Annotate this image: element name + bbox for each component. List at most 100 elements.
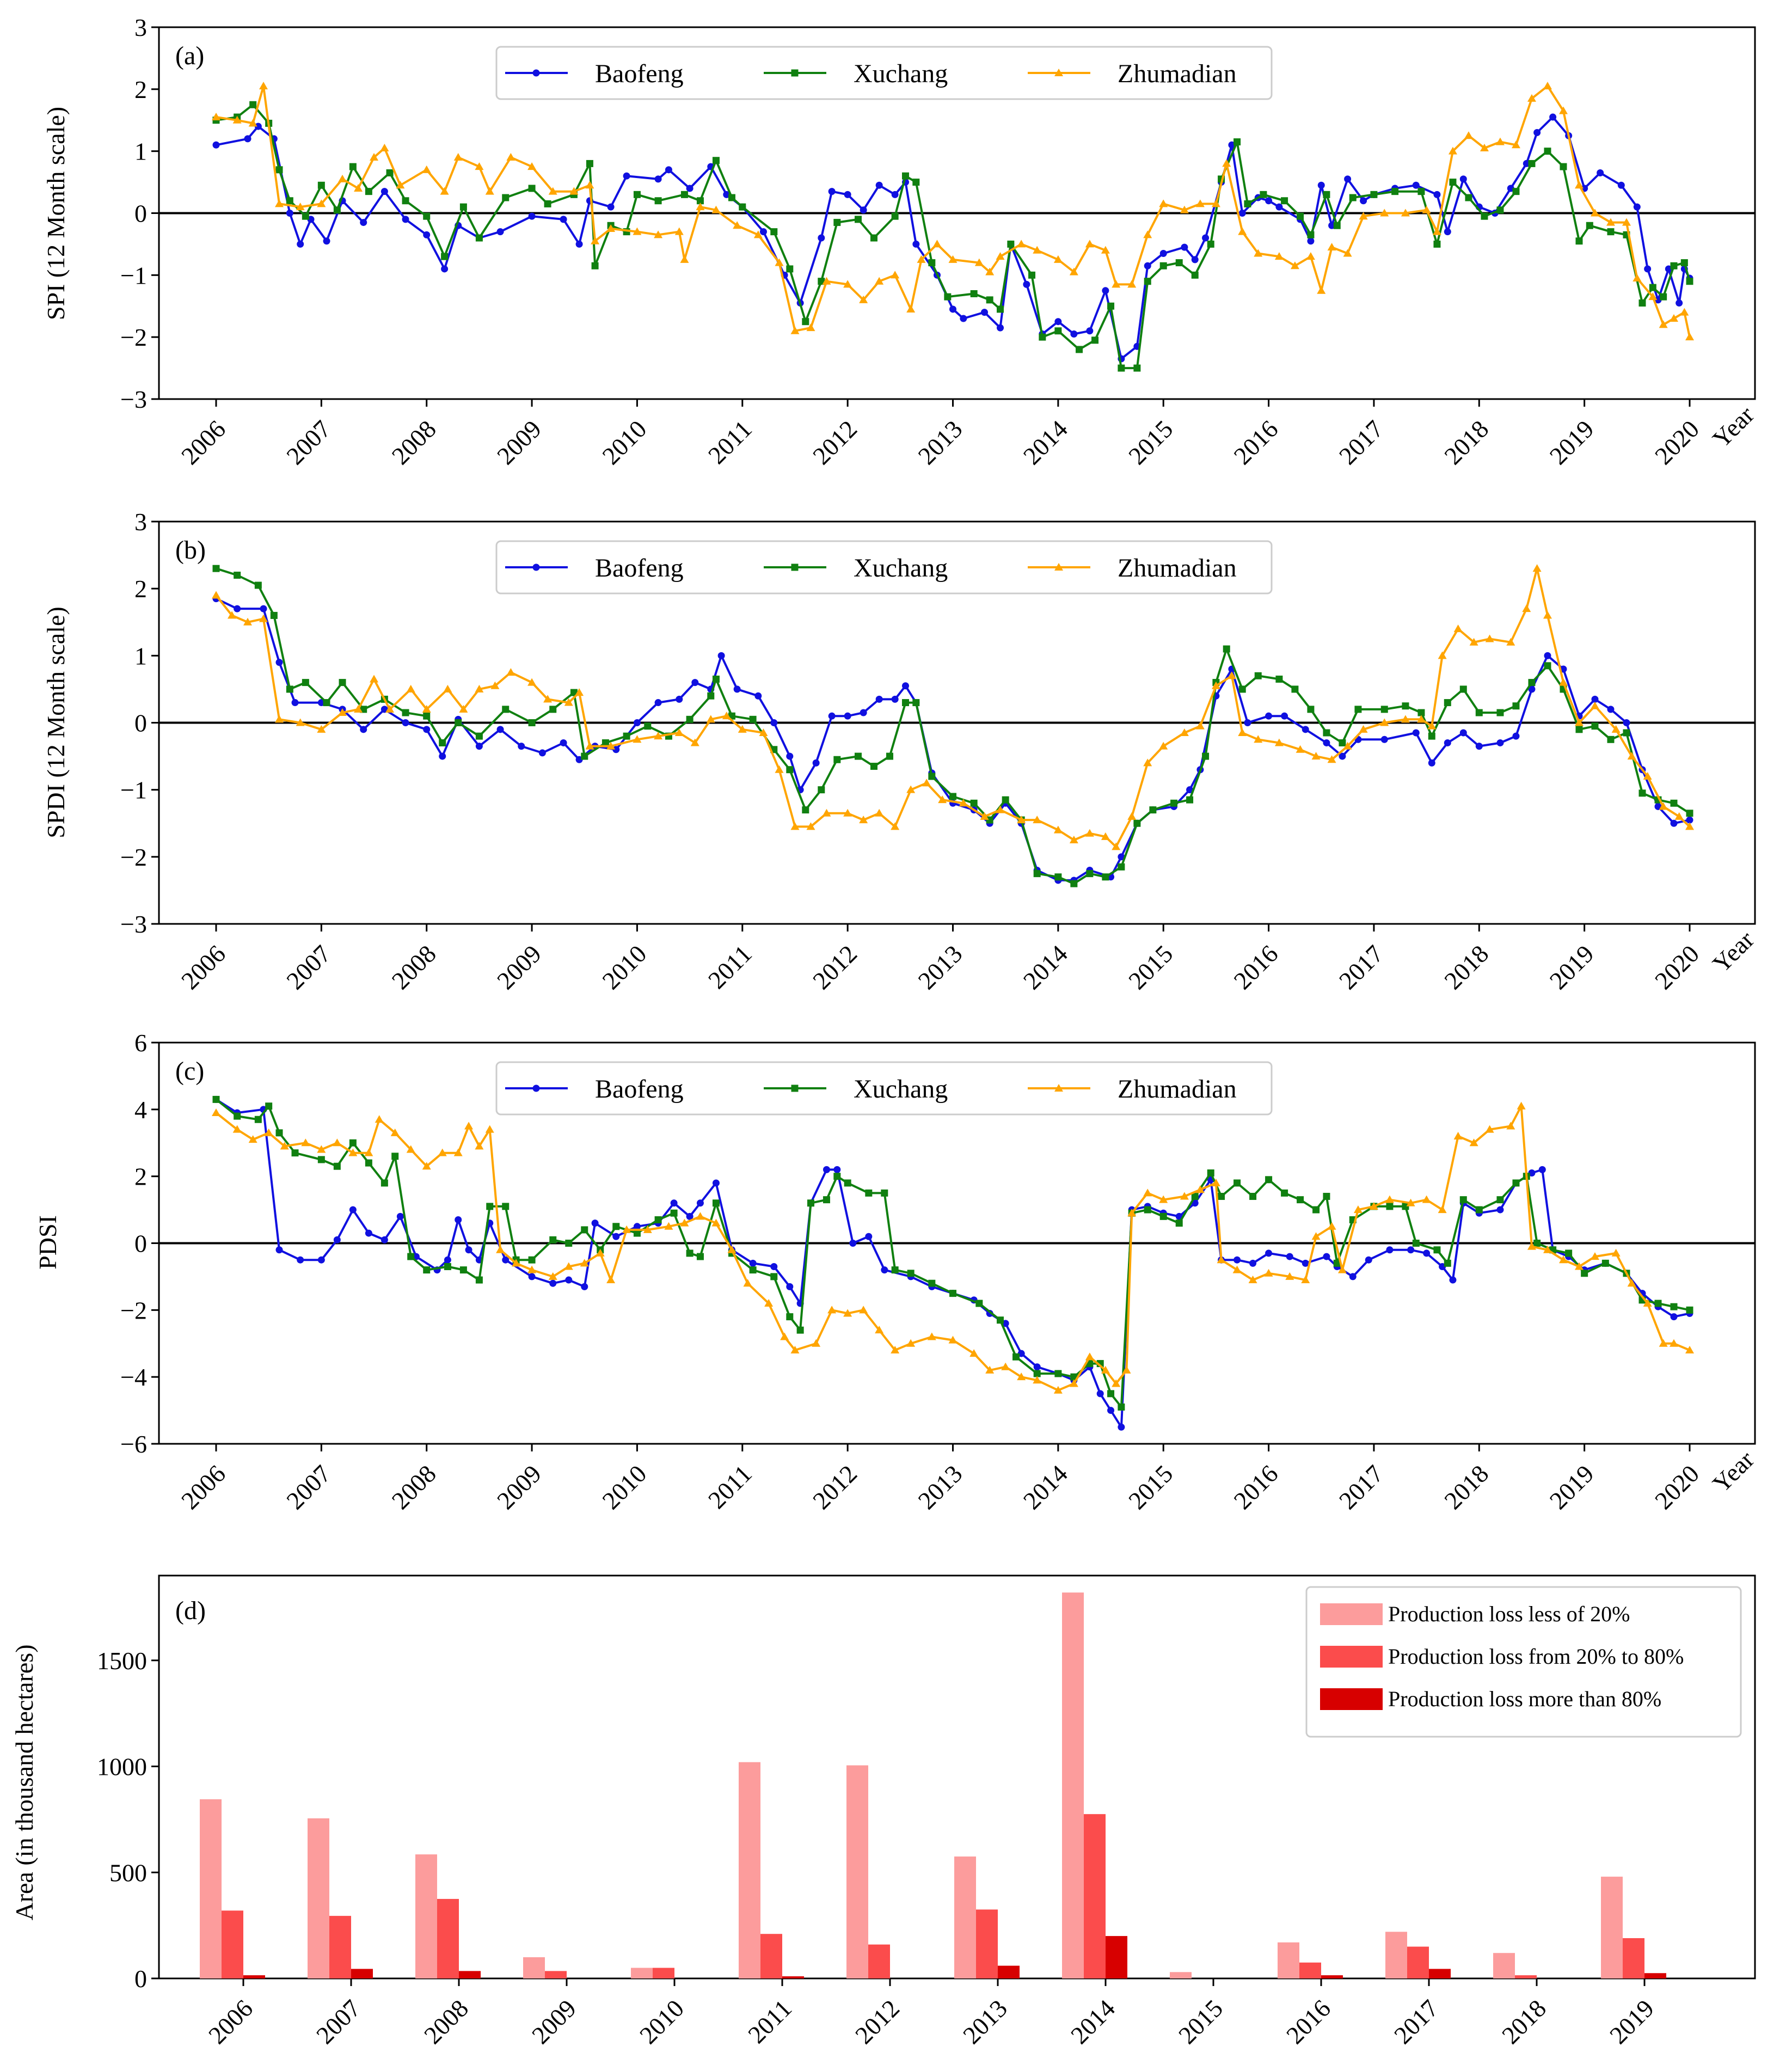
- x-tick-label: 2017: [1334, 415, 1389, 470]
- data-point: [228, 611, 237, 619]
- data-point: [291, 1149, 299, 1157]
- data-point: [439, 752, 446, 760]
- data-point: [490, 681, 500, 689]
- data-point: [264, 1128, 273, 1136]
- data-point: [370, 153, 379, 161]
- x-tick-label: 2018: [1496, 1994, 1551, 2049]
- bar: [739, 1762, 760, 1978]
- data-point: [1053, 1386, 1063, 1394]
- data-point: [301, 1138, 310, 1147]
- data-point: [354, 704, 363, 713]
- data-point: [1159, 249, 1167, 257]
- data-point: [1475, 709, 1483, 716]
- data-point: [486, 1203, 494, 1210]
- legend-marker: [1054, 563, 1063, 571]
- legend-marker: [791, 69, 799, 77]
- data-point: [1211, 1178, 1220, 1186]
- data-point: [1143, 230, 1152, 238]
- data-point: [1633, 203, 1641, 211]
- data-point: [802, 806, 809, 814]
- series-line: [216, 103, 1691, 370]
- data-point: [843, 280, 852, 288]
- data-point: [1149, 806, 1157, 814]
- data-point: [1686, 816, 1693, 824]
- data-point: [1686, 278, 1693, 285]
- data-point: [381, 1179, 388, 1187]
- data-point: [1543, 1245, 1552, 1253]
- data-point: [1286, 1253, 1293, 1260]
- data-point: [860, 206, 867, 214]
- data-point: [1053, 825, 1063, 834]
- data-point: [1274, 738, 1284, 746]
- data-point: [1444, 739, 1451, 746]
- data-point: [349, 1139, 357, 1147]
- data-point: [243, 617, 253, 626]
- data-point: [1069, 1379, 1078, 1387]
- data-point: [402, 709, 409, 716]
- legend-marker: [791, 563, 799, 571]
- data-point: [543, 695, 553, 703]
- y-tick-label: 0: [134, 1230, 147, 1258]
- data-point: [459, 203, 467, 211]
- data-point: [753, 230, 763, 238]
- data-point: [506, 153, 515, 161]
- data-point: [1385, 1195, 1394, 1203]
- data-point: [822, 277, 831, 285]
- legend-box: [495, 1061, 1273, 1116]
- data-point: [1333, 1259, 1341, 1267]
- data-point: [948, 255, 958, 263]
- data-point: [407, 1253, 415, 1260]
- data-point: [859, 295, 868, 303]
- bar: [1493, 1953, 1515, 1978]
- data-point: [1527, 94, 1536, 102]
- data-point: [812, 759, 820, 767]
- data-point: [1191, 256, 1199, 264]
- data-point: [707, 692, 715, 700]
- data-point: [1433, 1246, 1441, 1254]
- data-point: [1159, 262, 1167, 269]
- data-point: [349, 163, 357, 170]
- data-point: [1558, 1255, 1568, 1264]
- data-point: [333, 1138, 342, 1147]
- data-point: [1360, 197, 1367, 205]
- x-tick-label: 2019: [1544, 940, 1599, 995]
- data-point: [891, 695, 899, 703]
- x-tick-label: 2012: [807, 1460, 862, 1515]
- x-tick-label: 2006: [203, 1994, 258, 2049]
- data-point: [1323, 1193, 1330, 1200]
- data-point: [360, 726, 367, 733]
- data-point: [317, 725, 326, 733]
- data-point: [1432, 227, 1441, 235]
- data-point: [828, 712, 836, 720]
- y-tick-label: 2: [134, 575, 147, 603]
- data-point: [833, 756, 841, 763]
- data-point: [1449, 1276, 1457, 1284]
- data-point: [997, 324, 1004, 332]
- data-point: [759, 728, 768, 736]
- data-point: [475, 162, 484, 170]
- data-point: [212, 113, 220, 121]
- data-point: [985, 1365, 995, 1374]
- bar: [243, 1975, 265, 1978]
- data-point: [502, 1256, 510, 1264]
- data-point: [1233, 1179, 1241, 1187]
- data-point: [254, 581, 262, 589]
- data-point: [881, 1189, 888, 1197]
- data-point: [1528, 685, 1536, 693]
- data-point: [865, 1233, 873, 1240]
- data-point: [717, 652, 725, 659]
- x-tick-label: 2018: [1439, 415, 1494, 470]
- bar: [1515, 1975, 1537, 1978]
- data-point: [1175, 259, 1183, 267]
- data-point: [1512, 732, 1520, 740]
- data-point: [1118, 853, 1125, 861]
- x-tick-label: 2009: [526, 1994, 581, 2049]
- legend-label: Xuchang: [854, 1075, 948, 1104]
- data-point: [712, 675, 720, 683]
- data-point: [1607, 228, 1615, 236]
- data-point: [712, 157, 720, 164]
- data-point: [1597, 169, 1604, 177]
- data-point: [455, 1216, 462, 1224]
- data-point: [1033, 870, 1041, 878]
